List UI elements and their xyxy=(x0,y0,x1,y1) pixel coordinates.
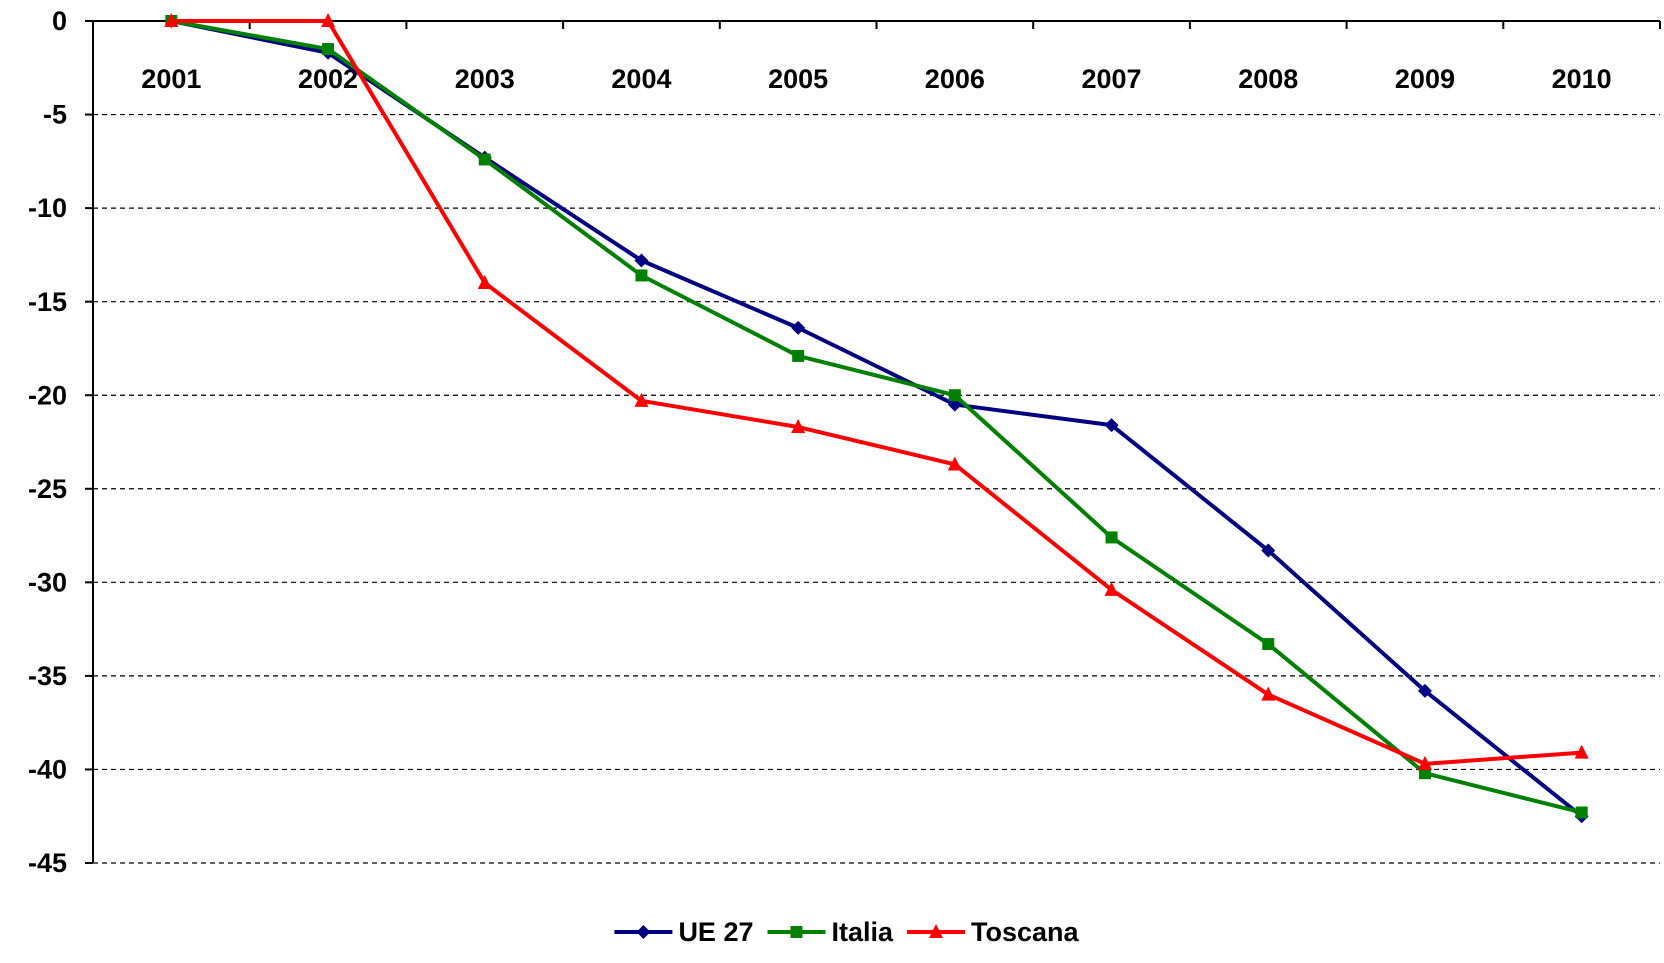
x-tick-label: 2007 xyxy=(1082,64,1142,94)
marker xyxy=(1262,638,1275,651)
y-tick-label: -30 xyxy=(28,567,67,597)
legend-label: Toscana xyxy=(971,917,1080,947)
marker xyxy=(947,456,962,471)
marker xyxy=(1105,531,1118,544)
x-tick-label: 2001 xyxy=(141,64,201,94)
series-line xyxy=(171,19,1582,766)
marker xyxy=(948,389,961,402)
marker xyxy=(634,392,649,407)
marker xyxy=(792,349,805,362)
marker xyxy=(1417,755,1432,770)
y-tick-label: -5 xyxy=(43,100,67,130)
marker xyxy=(321,13,336,27)
y-tick-label: -40 xyxy=(28,755,67,785)
marker xyxy=(634,253,649,268)
marker xyxy=(322,43,335,56)
x-tick-label: 2003 xyxy=(455,64,515,94)
marker xyxy=(1418,767,1431,780)
marker xyxy=(791,320,806,335)
y-tick-label: -25 xyxy=(28,474,67,504)
y-tick-label: -15 xyxy=(28,287,67,317)
x-tick-label: 2010 xyxy=(1552,64,1612,94)
marker xyxy=(791,419,806,434)
x-tick-label: 2002 xyxy=(298,64,358,94)
marker xyxy=(1574,744,1589,759)
marker xyxy=(636,925,651,939)
marker xyxy=(790,926,803,938)
legend: UE 27 Italia Toscana xyxy=(614,917,1080,947)
marker xyxy=(477,274,492,289)
marker xyxy=(1104,581,1119,596)
legend-label: UE 27 xyxy=(678,917,753,947)
x-tick-label: 2004 xyxy=(611,64,671,94)
x-tick-label: 2009 xyxy=(1395,64,1455,94)
y-tick-label: 0 xyxy=(52,6,67,36)
marker xyxy=(1261,543,1276,558)
y-tick-label: -20 xyxy=(28,380,67,410)
marker xyxy=(1261,686,1276,701)
y-tick-label: -10 xyxy=(28,193,67,223)
marker xyxy=(1575,806,1588,819)
x-tick-label: 2008 xyxy=(1238,64,1298,94)
marker xyxy=(478,153,491,166)
x-tick-label: 2006 xyxy=(925,64,985,94)
y-tick-label: -45 xyxy=(28,848,67,878)
marker xyxy=(164,13,179,27)
x-tick-label: 2005 xyxy=(768,64,828,94)
legend-label: Italia xyxy=(831,917,894,947)
series-line xyxy=(170,19,1583,818)
marker xyxy=(1104,418,1119,433)
marker xyxy=(929,924,944,938)
marker xyxy=(635,269,648,282)
marker xyxy=(1417,683,1432,698)
series-line xyxy=(170,19,1583,815)
y-tick-label: -35 xyxy=(28,661,67,691)
